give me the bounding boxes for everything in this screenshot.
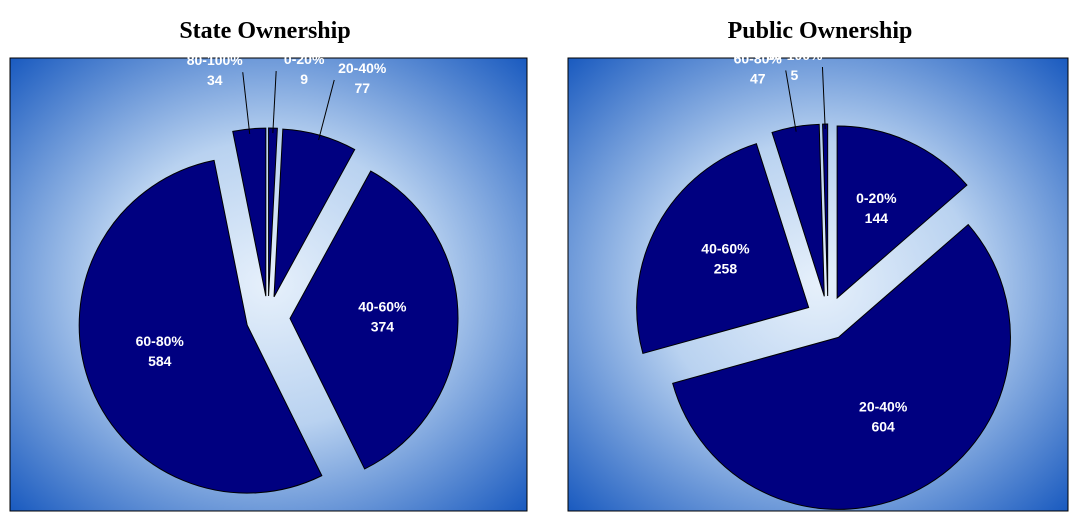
data-label: 258: [714, 261, 738, 277]
leader-line: [242, 72, 251, 134]
pie-slice: [78, 159, 323, 494]
pie-slice: [289, 170, 459, 470]
pie-slice: [836, 125, 968, 300]
pie-slice: [636, 143, 810, 355]
data-label: 34: [207, 72, 223, 88]
chart-title: State Ownership: [179, 18, 350, 44]
data-label: 80-100%: [187, 52, 244, 68]
leader-line: [318, 79, 335, 141]
data-label: 20-40%: [859, 399, 908, 415]
chart-title: Public Ownership: [728, 18, 913, 44]
data-label: 584: [148, 353, 172, 369]
data-label: 20-40%: [338, 60, 387, 76]
data-label: 77: [354, 80, 370, 96]
data-label: 80-100%: [766, 47, 823, 63]
data-label: 5: [791, 67, 799, 83]
data-label: 40-60%: [701, 241, 750, 257]
data-label: 604: [871, 419, 895, 435]
data-label: 374: [371, 318, 395, 334]
data-label: 144: [865, 210, 889, 226]
leader-line: [785, 70, 797, 132]
data-label: 40-60%: [358, 298, 407, 314]
data-label: 60-80%: [136, 333, 185, 349]
data-label: 0-20%: [284, 51, 325, 67]
data-label: 60-80%: [734, 50, 783, 66]
leader-line: [272, 71, 277, 134]
leader-line: [821, 67, 826, 130]
data-label: 0-20%: [856, 190, 897, 206]
data-label: 47: [750, 70, 766, 86]
pie-slice: [672, 223, 1011, 510]
data-label: 9: [300, 71, 308, 87]
